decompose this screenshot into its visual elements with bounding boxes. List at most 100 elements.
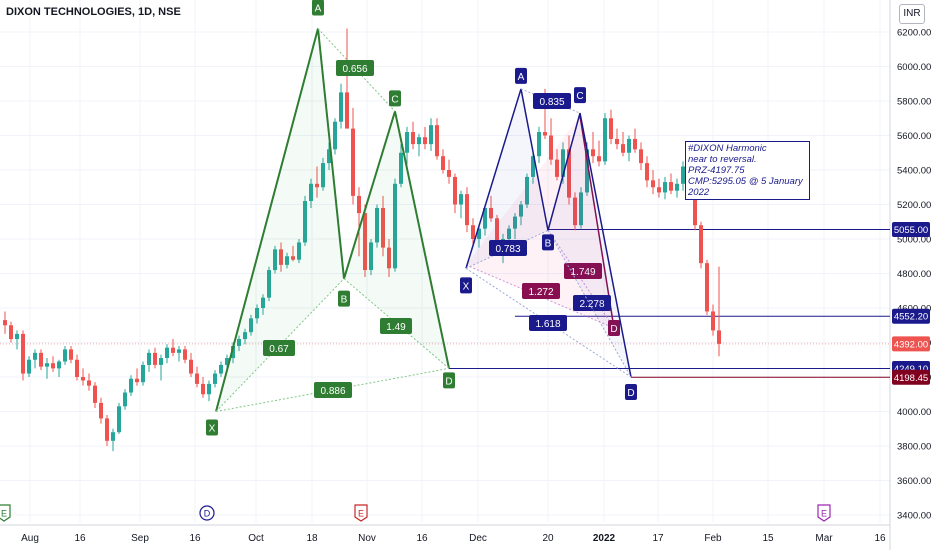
green-triangle-xab bbox=[216, 28, 344, 412]
candle-body bbox=[435, 125, 439, 157]
candle-body bbox=[267, 270, 271, 298]
time-tick-label: 15 bbox=[762, 533, 774, 544]
event-marker-dividend bbox=[199, 505, 215, 521]
price-label-text: 4249.10 bbox=[894, 364, 928, 375]
green-point-a-text: A bbox=[315, 4, 322, 15]
blue-point-c bbox=[574, 87, 586, 104]
green-point-x-text: X bbox=[209, 424, 216, 435]
candle-body bbox=[459, 194, 463, 205]
green-ratio-line bbox=[215, 367, 450, 412]
candle-body bbox=[609, 118, 613, 139]
candle-body bbox=[537, 132, 541, 157]
time-tick-label: 20 bbox=[542, 533, 554, 544]
candle-body bbox=[357, 195, 361, 214]
price-tick-label: 5000.00 bbox=[897, 235, 931, 246]
blue-triangle-xab bbox=[466, 88, 548, 269]
green-ratio-149 bbox=[380, 318, 412, 334]
candle-body bbox=[207, 383, 211, 395]
blue-ratio-1618-text: 1.618 bbox=[535, 319, 560, 330]
currency-button[interactable]: INR bbox=[899, 4, 925, 24]
candle-body bbox=[297, 242, 301, 260]
candle-body bbox=[9, 325, 13, 340]
candle-body bbox=[555, 159, 559, 177]
green-point-d bbox=[443, 372, 455, 389]
price-label-text: 5055.00 bbox=[894, 225, 928, 236]
candle-body bbox=[423, 137, 427, 145]
candle-body bbox=[519, 204, 523, 217]
candle-body bbox=[315, 183, 319, 188]
event-marker-label: E bbox=[821, 509, 827, 519]
candle-body bbox=[717, 330, 721, 344]
candle-body bbox=[369, 242, 373, 271]
candle-body bbox=[63, 349, 67, 362]
candle-body bbox=[201, 383, 205, 395]
candle-body bbox=[111, 432, 115, 441]
candle-body bbox=[441, 156, 445, 170]
candle-body bbox=[189, 359, 193, 374]
candle-body bbox=[291, 256, 295, 260]
event-marker-label: D bbox=[204, 509, 211, 519]
blue-ratio-0783-text: 0.783 bbox=[495, 244, 520, 255]
candle-body bbox=[633, 138, 637, 150]
candle-body bbox=[549, 135, 553, 160]
maroon-point-d-text: D bbox=[610, 324, 617, 335]
candle-body bbox=[135, 378, 139, 383]
candle-body bbox=[321, 163, 325, 188]
event-marker-earnings bbox=[0, 504, 11, 522]
blue-point-c-text: C bbox=[576, 91, 583, 102]
price-tick-label: 5400.00 bbox=[897, 166, 931, 177]
blue-point-x bbox=[460, 277, 472, 294]
blue-point-b bbox=[542, 234, 554, 251]
candle-body bbox=[15, 333, 19, 340]
blue-ratio-1618 bbox=[529, 315, 567, 331]
candle-body bbox=[573, 197, 577, 226]
green-ratio-067 bbox=[263, 340, 295, 356]
time-tick-label: Oct bbox=[248, 533, 264, 544]
candle-body bbox=[567, 149, 571, 198]
candle-body bbox=[405, 132, 409, 153]
green-ratio-067-text: 0.67 bbox=[269, 344, 289, 355]
time-tick-label: Feb bbox=[704, 533, 722, 544]
price-label-text: 4552.20 bbox=[894, 312, 928, 323]
price-tick-label: 5800.00 bbox=[897, 97, 931, 108]
candle-body bbox=[3, 320, 7, 326]
chart-title: DIXON TECHNOLOGIES, 1D, NSE bbox=[6, 6, 181, 18]
green-ratio-0656 bbox=[336, 60, 374, 76]
candle-body bbox=[705, 263, 709, 312]
time-tick-label: 16 bbox=[874, 533, 886, 544]
price-tick-label: 5600.00 bbox=[897, 131, 931, 142]
candle-body bbox=[99, 402, 103, 419]
blue-ratio-0835-text: 0.835 bbox=[539, 97, 564, 108]
candle-body bbox=[693, 194, 697, 226]
maroon-ratio-1272-text: 1.272 bbox=[528, 287, 553, 298]
candle-body bbox=[453, 176, 457, 205]
price-label-4198.45 bbox=[892, 369, 930, 385]
candle-body bbox=[597, 156, 601, 162]
price-tick-label: 5200.00 bbox=[897, 200, 931, 211]
price-label-4392.00 bbox=[892, 336, 930, 352]
blue-point-b-text: B bbox=[545, 238, 552, 249]
candle-body bbox=[333, 121, 337, 150]
blue-ratio-line bbox=[547, 230, 632, 378]
candle-body bbox=[447, 170, 451, 177]
candle-body bbox=[387, 247, 391, 269]
price-tick-label: 3600.00 bbox=[897, 476, 931, 487]
candle-body bbox=[123, 392, 127, 407]
candle-body bbox=[27, 359, 31, 374]
time-tick-label: Sep bbox=[131, 533, 149, 544]
candle-body bbox=[543, 132, 547, 136]
candle-body bbox=[471, 225, 475, 239]
candle-body bbox=[429, 125, 433, 145]
blue-triangle-bcd bbox=[548, 113, 631, 377]
candle-body bbox=[81, 377, 85, 381]
candle-body bbox=[639, 149, 643, 164]
candle-body bbox=[507, 228, 511, 239]
green-point-b-text: B bbox=[341, 295, 348, 306]
green-point-b bbox=[338, 290, 350, 307]
candle-body bbox=[657, 187, 661, 193]
event-marker-label: E bbox=[358, 509, 364, 519]
candle-body bbox=[255, 308, 259, 319]
candle-body bbox=[21, 333, 25, 374]
